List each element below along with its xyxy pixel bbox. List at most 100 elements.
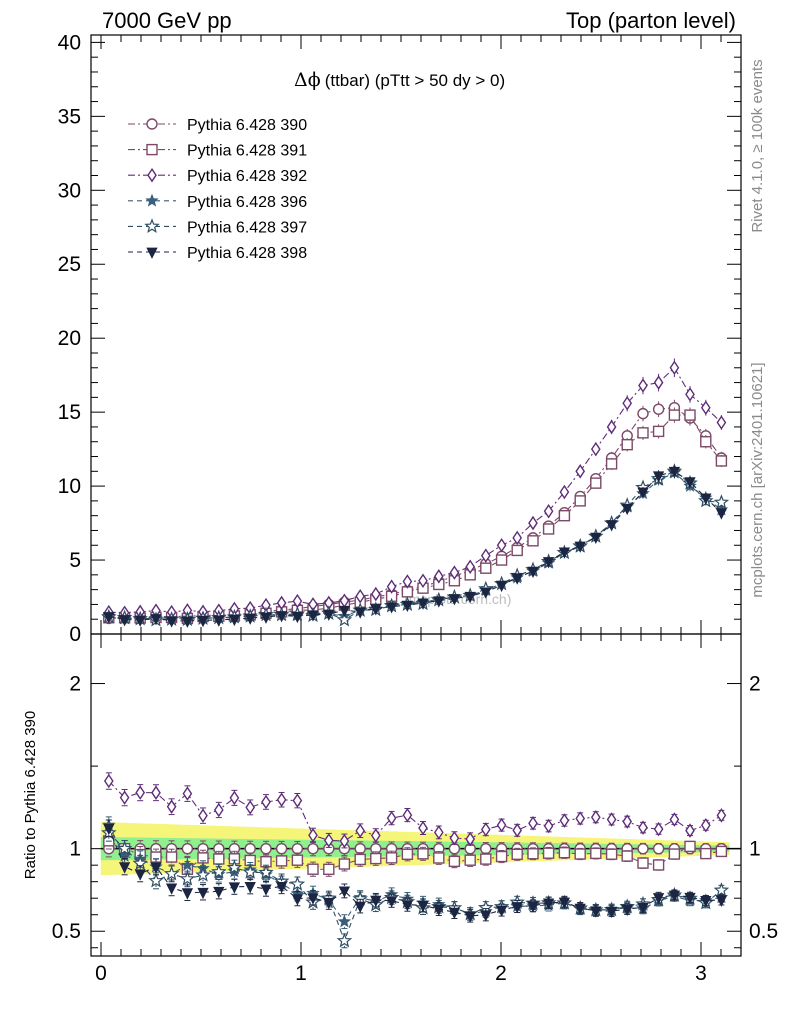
- ratio-point: [495, 850, 508, 863]
- ratio-point: [197, 887, 209, 900]
- data-point: [103, 612, 115, 624]
- ratio-point: [480, 842, 492, 855]
- data-point: [558, 509, 571, 522]
- data-point: [511, 573, 523, 585]
- ratio-point: [370, 852, 382, 865]
- ratio-point: [448, 855, 461, 868]
- ratio-point: [165, 883, 178, 895]
- ratio-point: [213, 853, 225, 865]
- ratio-point: [700, 896, 712, 908]
- ratio-point: [292, 793, 303, 808]
- ratio-point: [700, 847, 712, 860]
- main-y-tick-label: 35: [58, 105, 81, 128]
- data-point: [448, 594, 461, 606]
- ratio-point: [308, 828, 318, 843]
- legend-item: Pythia 6.428 390: [128, 117, 307, 134]
- ratio-point: [370, 895, 382, 908]
- ratio-point: [622, 814, 633, 829]
- ratio-point: [118, 862, 131, 874]
- data-point: [449, 565, 460, 580]
- data-point: [652, 471, 665, 483]
- ratio-point: [323, 897, 335, 910]
- ratio-point: [401, 848, 414, 860]
- data-point: [575, 464, 586, 479]
- ratio-point: [179, 870, 196, 886]
- ratio-point: [652, 842, 665, 855]
- ratio-point: [166, 799, 177, 814]
- ratio-point: [637, 903, 649, 915]
- ratio-point: [480, 853, 492, 865]
- ratio-y-axis: 0.5 0.5 1 1 2 2: [52, 673, 778, 949]
- data-point: [558, 547, 571, 559]
- data-point: [590, 532, 602, 545]
- legend-marker: [147, 167, 157, 183]
- ratio-point: [261, 794, 271, 810]
- data-point: [307, 610, 319, 622]
- ratio-point: [180, 858, 195, 871]
- ratio-point: [370, 828, 381, 843]
- data-point: [527, 566, 539, 579]
- data-point: [480, 587, 492, 599]
- data-point: [685, 387, 695, 402]
- main-y-tick-label: 10: [58, 475, 81, 498]
- ratio-point: [226, 859, 243, 875]
- ratio-point: [668, 848, 681, 860]
- header-right: Top (parton level): [566, 8, 736, 33]
- ratio-point: [559, 813, 570, 828]
- data-point: [244, 613, 256, 625]
- ratio-point: [543, 818, 554, 834]
- ratio-point: [385, 896, 398, 908]
- ratio-point: [652, 859, 665, 871]
- ratio-point: [134, 869, 146, 881]
- ratio-point: [433, 904, 445, 917]
- legend-item: Pythia 6.428 398: [128, 245, 307, 262]
- data-point: [652, 425, 665, 438]
- chart-title-symbol: Δϕ: [294, 69, 321, 91]
- data-point: [715, 508, 728, 520]
- ratio-point: [464, 854, 476, 866]
- ratio-point: [574, 848, 586, 860]
- data-point: [590, 441, 601, 457]
- legend-label: Pythia 6.428 392: [187, 168, 307, 185]
- ratio-point: [163, 865, 180, 881]
- data-point: [605, 458, 618, 470]
- data-point: [684, 477, 696, 489]
- ratio-point: [354, 901, 366, 913]
- data-point: [668, 466, 681, 479]
- ratio-y-tick-label-right: 2: [749, 673, 761, 696]
- data-point: [417, 598, 429, 610]
- rivet-label: Rivet 4.1.0, ≥ 100k events: [749, 59, 766, 232]
- data-point: [197, 615, 209, 628]
- data-point: [637, 407, 649, 420]
- series-line-2: [108, 414, 722, 620]
- main-plot-panel: 0 5 10 15 20 25 30 35 40 (mcplots.cern.ch) Δϕ(tt…: [58, 31, 742, 646]
- main-y-tick-label: 0: [69, 623, 81, 646]
- ratio-line-6: [108, 827, 722, 917]
- ratio-point: [354, 853, 366, 866]
- data-point: [606, 419, 617, 435]
- ratio-point: [150, 862, 162, 874]
- legend-label: Pythia 6.428 397: [187, 219, 307, 236]
- ratio-point: [433, 825, 444, 840]
- main-y-tick-label: 15: [58, 401, 81, 424]
- data-point: [480, 548, 491, 563]
- ratio-point: [653, 821, 664, 837]
- data-point: [605, 520, 618, 532]
- ratio-point: [401, 900, 414, 912]
- data-point: [512, 530, 523, 546]
- ratio-point: [605, 906, 618, 919]
- ratio-point: [575, 811, 586, 826]
- data-point: [433, 569, 444, 584]
- ratio-point: [621, 850, 633, 862]
- data-point: [684, 409, 696, 421]
- ratio-point: [289, 876, 306, 891]
- ratio-point: [669, 812, 680, 827]
- data-point: [495, 554, 508, 566]
- ratio-point: [511, 902, 523, 914]
- ratio-point: [242, 864, 258, 879]
- ratio-point: [151, 785, 161, 800]
- mcplots-label: mcplots.cern.ch [arXiv:2401.10621]: [749, 362, 766, 597]
- ratio-point: [291, 894, 304, 906]
- ratio-point: [386, 810, 397, 826]
- ratio-point: [258, 864, 274, 880]
